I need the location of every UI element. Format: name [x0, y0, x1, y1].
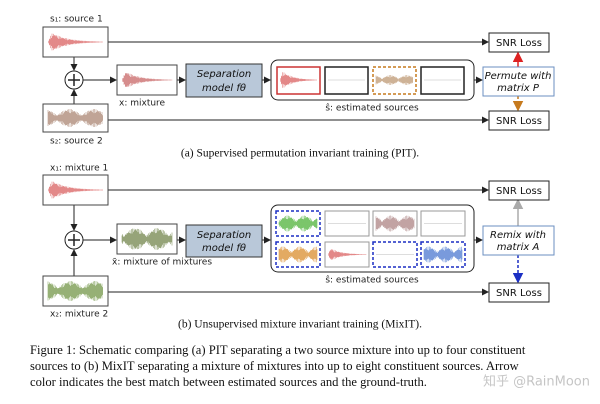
figure-caption: Figure 1: Schematic comparing (a) PIT se…	[30, 343, 526, 357]
caption: (a) Supervised permutation invariant tra…	[181, 148, 419, 160]
figure-caption: color indicates the best match between e…	[30, 375, 427, 389]
waveform	[328, 249, 367, 260]
loss-box	[488, 110, 550, 131]
label: x₂: mixture 2	[50, 310, 108, 320]
label: model fθ	[202, 83, 246, 94]
waveform	[47, 109, 103, 127]
label: SNR Loss	[496, 116, 542, 127]
figure-caption: sources to (b) MixIT separating a mixtur…	[30, 359, 520, 373]
estimate	[420, 241, 466, 268]
label: x: mixture	[119, 99, 166, 109]
label: Separation	[197, 69, 251, 80]
diagram: s₁: source 1 s₂: source 2 x: mixture Sep…	[30, 15, 590, 390]
label: ŝ: estimated sources	[325, 103, 419, 114]
label: SNR Loss	[496, 288, 542, 299]
permute-box	[482, 66, 555, 97]
estimate	[324, 66, 369, 95]
label: x̄: mixture of mixtures	[112, 258, 212, 268]
plus	[68, 74, 80, 86]
label: ŝ: estimated sources	[325, 275, 419, 286]
waveform	[375, 215, 415, 232]
label: x₁: mixture 1	[50, 164, 108, 174]
label: SNR Loss	[496, 38, 542, 49]
label: matrix P	[497, 83, 540, 94]
remix-box	[482, 225, 555, 256]
label: s₂: source 2	[50, 137, 103, 147]
waveform	[47, 281, 103, 301]
label: Separation	[197, 230, 251, 241]
label: model fθ	[202, 243, 246, 254]
waveform	[375, 75, 413, 85]
waveform	[423, 246, 463, 263]
label: s₁: source 1	[50, 15, 103, 25]
watermark: 知乎 @RainMoon	[483, 374, 590, 390]
waveform	[48, 33, 103, 51]
waveform	[280, 72, 317, 88]
label: SNR Loss	[496, 186, 542, 197]
label: Remix with	[490, 230, 546, 241]
loss-box	[488, 180, 550, 201]
model-box	[185, 224, 263, 258]
estimate	[420, 66, 465, 95]
model-box	[185, 63, 263, 98]
loss-box	[488, 32, 550, 53]
label: Permute with	[485, 71, 552, 82]
waveform	[121, 228, 173, 250]
caption: (b) Unsupervised mixture invariant train…	[178, 319, 422, 331]
waveform	[278, 215, 318, 232]
loss-box	[488, 282, 550, 303]
waveform	[278, 246, 318, 263]
waveform	[122, 73, 173, 87]
label: matrix A	[497, 242, 540, 253]
plus	[68, 234, 80, 246]
estimate	[275, 241, 321, 268]
waveform	[48, 181, 103, 199]
